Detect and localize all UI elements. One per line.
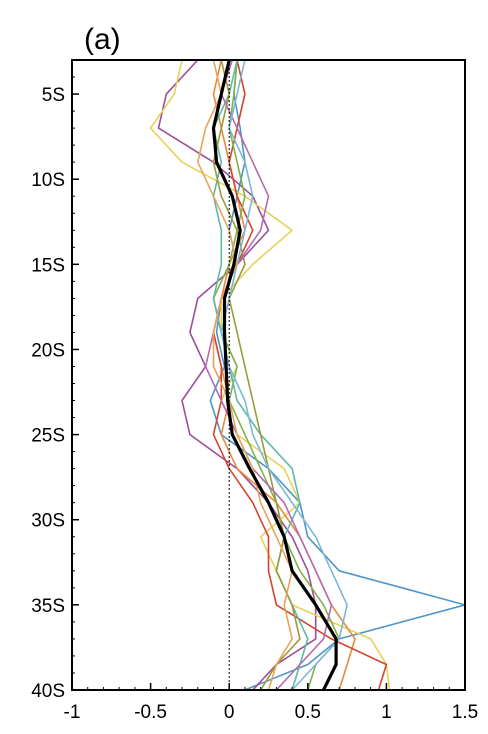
axes: -1 -0.5 0 0.5 1 1.5 5S 10S 15S 20S 25S 30S 35S 40S xyxy=(31,59,478,723)
y-tick-label: 15S xyxy=(31,255,65,276)
mean-line xyxy=(211,60,338,690)
member-line-8 xyxy=(212,60,301,690)
plot-area xyxy=(149,60,465,690)
x-tick-label: 0.5 xyxy=(295,702,321,723)
member-line-10 xyxy=(220,60,348,690)
member-line-1 xyxy=(209,60,465,690)
y-tick-label: 25S xyxy=(31,426,65,447)
member-line-3 xyxy=(149,60,391,690)
member-line-9 xyxy=(204,60,333,690)
x-tick-label: 0 xyxy=(224,702,235,723)
series-group xyxy=(149,60,465,690)
y-tick-label: 40S xyxy=(31,681,65,702)
y-tick-label: 35S xyxy=(31,596,65,617)
y-tick-label: 10S xyxy=(31,170,65,191)
x-tick-label: -0.5 xyxy=(134,702,167,723)
x-tick-label: 1 xyxy=(381,702,392,723)
member-line-2 xyxy=(157,60,317,690)
panel-label: (a) xyxy=(84,23,121,56)
y-tick-label: 5S xyxy=(42,85,65,106)
x-tick-label: 1.5 xyxy=(452,702,478,723)
member-line-5 xyxy=(212,60,388,690)
x-tick-label: -1 xyxy=(64,702,81,723)
y-tick-label: 30S xyxy=(31,511,65,532)
y-tick-label: 20S xyxy=(31,340,65,361)
plot-frame xyxy=(71,59,466,691)
member-line-11 xyxy=(197,60,293,690)
